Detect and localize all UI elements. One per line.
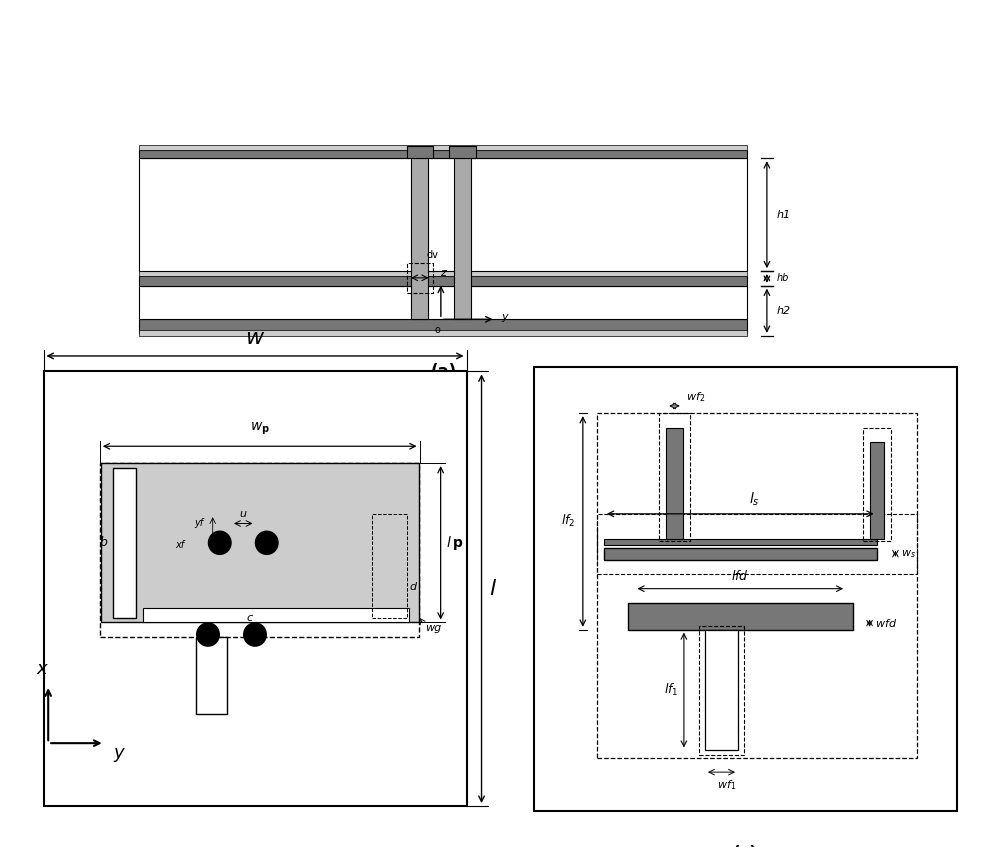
Bar — [628, 603, 853, 629]
Text: $\mathit{l}$: $\mathit{l}$ — [489, 579, 497, 599]
Bar — [139, 276, 747, 285]
Text: $lf_1$: $lf_1$ — [664, 682, 678, 698]
Text: (c): (c) — [733, 845, 757, 847]
Bar — [139, 150, 747, 158]
Bar — [705, 629, 738, 750]
Bar — [604, 539, 877, 545]
Bar — [139, 158, 747, 271]
Text: $w_s$: $w_s$ — [901, 548, 916, 560]
Bar — [143, 608, 409, 623]
Circle shape — [255, 531, 278, 555]
Text: $lf_2$: $lf_2$ — [561, 513, 576, 529]
Bar — [411, 158, 428, 319]
Text: wg: wg — [425, 623, 441, 634]
Bar — [454, 158, 471, 319]
Text: xf: xf — [175, 540, 184, 551]
Circle shape — [244, 623, 266, 646]
Bar — [604, 548, 877, 560]
Bar — [139, 146, 747, 150]
Circle shape — [208, 531, 231, 555]
Text: u: u — [240, 509, 247, 518]
Text: b: b — [99, 536, 107, 550]
Bar — [597, 413, 917, 758]
Bar — [372, 514, 407, 617]
Text: c: c — [246, 612, 253, 623]
Text: o: o — [435, 325, 441, 335]
Text: $\mathit{x}$: $\mathit{x}$ — [36, 660, 49, 678]
Bar — [407, 146, 433, 158]
Text: $wf_2$: $wf_2$ — [686, 390, 706, 403]
Text: h1: h1 — [776, 210, 790, 219]
Text: (a): (a) — [430, 363, 456, 381]
Bar — [597, 514, 917, 574]
Bar — [449, 146, 476, 158]
Text: $\mathit{w}$: $\mathit{w}$ — [245, 329, 265, 348]
Text: y: y — [502, 313, 508, 323]
Text: d: d — [409, 582, 416, 591]
Text: $\mathit{y}$: $\mathit{y}$ — [113, 745, 126, 764]
Bar — [870, 442, 884, 539]
Text: hb: hb — [776, 274, 789, 284]
Text: $l\,\mathbf{p}$: $l\,\mathbf{p}$ — [446, 534, 464, 551]
Bar — [862, 428, 891, 541]
Text: $l_s$: $l_s$ — [749, 490, 759, 508]
Bar — [139, 329, 747, 335]
Text: $w_\mathbf{p}$: $w_\mathbf{p}$ — [250, 420, 270, 436]
Text: yf: yf — [194, 518, 203, 529]
Circle shape — [197, 623, 219, 646]
Bar — [699, 626, 744, 756]
Text: z: z — [440, 268, 446, 278]
Bar — [101, 463, 419, 623]
Bar — [666, 428, 683, 539]
Bar — [196, 637, 227, 714]
Bar — [139, 271, 747, 276]
Bar — [659, 413, 690, 541]
Bar — [113, 468, 136, 617]
Text: dv: dv — [426, 250, 438, 259]
Text: $lfd$: $lfd$ — [731, 569, 749, 583]
Bar — [407, 263, 433, 293]
Bar — [100, 463, 419, 637]
Text: $wf_1$: $wf_1$ — [717, 778, 736, 792]
Bar — [139, 285, 747, 319]
Text: h2: h2 — [776, 306, 790, 316]
Text: $wfd$: $wfd$ — [875, 617, 897, 629]
Bar — [139, 319, 747, 333]
